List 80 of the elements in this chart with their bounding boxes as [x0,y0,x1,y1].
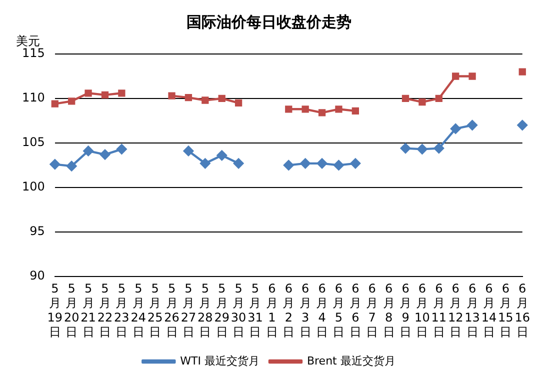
x-tick-label: 5月30日 [230,282,246,339]
point [202,96,209,104]
point [234,99,242,107]
point [302,106,309,113]
y-tick-label: 90 [30,268,45,283]
x-tick-label: 6月10日 [414,282,430,339]
x-tick-label: 6月5日 [332,282,345,339]
x-tick-label: 6月14日 [481,282,497,339]
x-tick-label: 5月31日 [248,282,263,339]
x-tick-label: 6月9日 [400,282,412,339]
point [116,144,127,154]
x-tick-label: 6月8日 [382,282,395,339]
point [200,158,210,169]
x-tick-label: 6月3日 [299,282,312,339]
x-tick-label: 6月4日 [316,282,328,339]
point [285,106,292,113]
point [517,120,528,130]
y-tick-label: 110 [22,90,45,105]
point [434,143,444,154]
point [83,146,94,156]
legend-label: Brent 最近交货月 [306,354,396,368]
x-tick-label: 5月22日 [97,282,113,339]
y-tick-label: 95 [30,224,45,238]
x-tick-label: 5月20日 [64,282,80,339]
point [68,98,76,105]
x-tick-label: 5月27日 [180,282,196,339]
point [233,158,244,169]
x-tick-label: 6月2日 [282,282,295,339]
point [316,158,328,169]
point [118,90,126,97]
x-tick-label: 6月7日 [366,282,378,339]
point [402,94,410,102]
y-axis-title: 美元 [16,34,40,48]
x-tick-label: 6月11日 [431,282,447,339]
point [452,72,460,80]
point [100,149,110,160]
x-tick-label: 6月12日 [448,282,464,339]
point [84,90,92,97]
point [218,94,226,102]
y-tick-label: 105 [22,135,45,150]
point [450,124,461,134]
point [418,98,426,106]
point [101,91,109,98]
point [417,144,428,154]
point [400,143,411,154]
point [467,120,478,130]
legend-label: WTI 最近交货月 [180,354,260,368]
point [66,160,77,172]
point [334,160,344,170]
point [184,94,192,102]
point [183,146,194,156]
point [335,106,342,113]
x-tick-label: 6月16日 [514,282,530,339]
x-tick-label: 6月6日 [349,282,362,339]
point [518,68,526,76]
point [435,94,442,102]
y-tick-label: 100 [22,180,45,194]
x-tick-label: 5月24日 [130,282,146,339]
x-tick-label: 5月29日 [214,282,230,339]
point [468,72,476,80]
point [168,92,176,100]
x-tick-label: 6月1日 [266,282,278,339]
y-tick-label: 115 [22,46,45,60]
x-tick-label: 5月23日 [114,282,130,339]
point [216,150,227,161]
x-tick-label: 6月15日 [498,282,514,339]
chart-title: 国际油价每日收盘价走势 [186,12,352,31]
point [352,107,359,115]
x-tick-label: 5月28日 [198,282,213,339]
x-tick-label: 5月25日 [147,282,163,339]
x-tick-label: 6月13日 [464,282,480,339]
point [318,109,326,116]
point [284,160,294,170]
x-tick-label: 5月21日 [80,282,96,339]
point [300,158,310,169]
point [350,158,361,169]
point [51,100,58,108]
x-tick-label: 5月26日 [164,282,180,339]
x-tick-label: 5月19日 [47,282,63,339]
point [50,159,60,170]
